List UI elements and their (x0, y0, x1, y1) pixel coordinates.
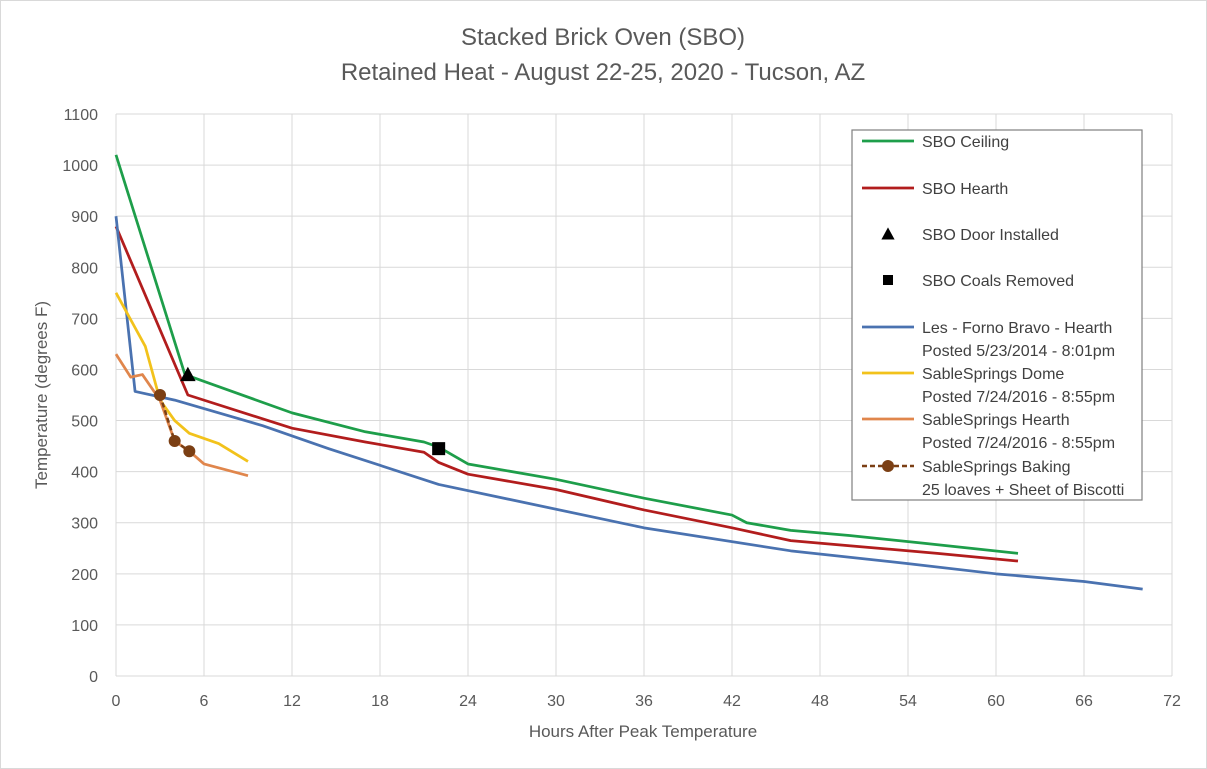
chart-title: Stacked Brick Oven (SBO) (461, 24, 745, 51)
series-sbo-door-installed (180, 366, 196, 382)
series-les-forno-bravo-hearth (114, 216, 1143, 591)
legend-item-sbo-hearth: SBO Hearth (862, 181, 1008, 198)
x-axis-label: Hours After Peak Temperature (529, 722, 757, 741)
series-sbo-hearth (114, 225, 1019, 563)
legend-item-sbo-coals-removed: SBO Coals Removed (883, 273, 1074, 290)
series-layer (114, 154, 1143, 591)
legend-label-line2: Posted 7/24/2016 - 8:55pm (922, 389, 1115, 406)
series-sablesprings-dome (114, 292, 249, 463)
y-tick-label: 600 (71, 362, 98, 379)
y-tick-label: 500 (71, 414, 98, 431)
x-tick-label: 60 (987, 693, 1005, 710)
x-tick-label: 66 (1075, 693, 1093, 710)
y-tick-label: 700 (71, 311, 98, 328)
y-tick-label: 0 (89, 669, 98, 686)
x-tick-label: 24 (459, 693, 477, 710)
series-sbo-ceiling (114, 154, 1019, 555)
y-axis-label: Temperature (degrees F) (32, 301, 51, 489)
coals-removed-marker (432, 442, 446, 456)
y-tick-label: 1100 (64, 107, 99, 124)
data-point (154, 389, 166, 401)
y-tick-labels: 0 100 200 300 400 500 600 700 800 900 1000 1100 (62, 107, 98, 686)
x-tick-label: 48 (811, 693, 829, 710)
y-tick-label: 800 (71, 260, 98, 277)
door-installed-marker (180, 366, 196, 382)
x-tick-label: 72 (1163, 693, 1181, 710)
legend-item-sablesprings-baking: SableSprings Baking 25 loaves + Sheet of … (862, 459, 1124, 499)
y-tick-label: 400 (71, 465, 98, 482)
y-tick-label: 200 (71, 567, 98, 584)
x-tick-label: 18 (371, 693, 389, 710)
legend-label: SBO Coals Removed (922, 273, 1074, 290)
legend-label: SableSprings Hearth (922, 412, 1070, 429)
y-tick-label: 900 (71, 209, 98, 226)
x-tick-label: 6 (200, 693, 209, 710)
legend-label: SBO Ceiling (922, 134, 1009, 151)
data-point (168, 434, 181, 447)
legend-item-sbo-ceiling: SBO Ceiling (862, 134, 1009, 151)
y-tick-label: 1000 (62, 158, 98, 175)
series-line-les-forno-bravo-hearth (114, 216, 1143, 591)
legend-item-sablesprings-hearth: SableSprings Hearth Posted 7/24/2016 - 8:… (862, 412, 1115, 452)
legend-label: SableSprings Dome (922, 366, 1064, 383)
x-tick-label: 42 (723, 693, 741, 710)
data-point (183, 445, 196, 458)
legend-label: SBO Door Installed (922, 227, 1059, 244)
x-tick-label: 54 (899, 693, 917, 710)
y-tick-label: 100 (71, 618, 98, 635)
legend-marker (881, 227, 895, 240)
legend-label: Les - Forno Bravo - Hearth (922, 320, 1112, 337)
legend-label-line2: 25 loaves + Sheet of Biscotti (922, 482, 1124, 499)
x-tick-label: 36 (635, 693, 653, 710)
legend-label: SBO Hearth (922, 181, 1008, 198)
legend-item-sbo-door-installed: SBO Door Installed (881, 227, 1059, 244)
x-tick-label: 0 (112, 693, 121, 710)
legend-marker (882, 460, 894, 472)
legend-label: SableSprings Baking (922, 459, 1071, 476)
chart-subtitle: Retained Heat - August 22-25, 2020 - Tuc… (341, 59, 865, 86)
y-tick-label: 300 (71, 516, 98, 533)
series-sbo-coals-removed (432, 442, 446, 456)
series-line-sbo-hearth (114, 225, 1019, 563)
legend-box (851, 129, 1143, 501)
series-line-sablesprings-dome (114, 292, 249, 463)
legend-marker (883, 275, 893, 285)
legend-label-line2: Posted 5/23/2014 - 8:01pm (922, 343, 1115, 360)
series-line-sbo-ceiling (114, 154, 1019, 555)
x-tick-labels: 0 6 12 18 24 30 36 42 48 54 60 66 72 (112, 693, 1181, 710)
legend-item-sablesprings-dome: SableSprings Dome Posted 7/24/2016 - 8:55… (862, 366, 1115, 406)
legend-item-les-forno-bravo-hearth: Les - Forno Bravo - Hearth Posted 5/23/20… (862, 320, 1115, 360)
x-tick-label: 30 (547, 693, 565, 710)
x-tick-label: 12 (283, 693, 301, 710)
legend-label-line2: Posted 7/24/2016 - 8:55pm (922, 435, 1115, 452)
legend: SBO Ceiling SBO Hearth SBO Door Installed S… (851, 129, 1143, 501)
series-sablesprings-baking (154, 389, 196, 458)
